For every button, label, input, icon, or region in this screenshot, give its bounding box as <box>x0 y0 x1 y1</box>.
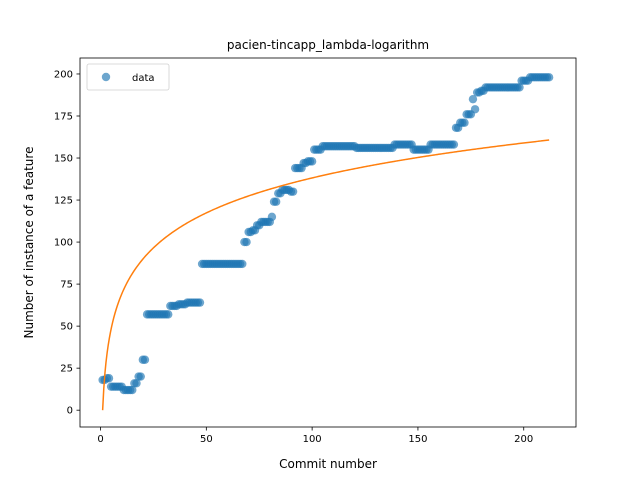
x-axis-label: Commit number <box>279 457 377 471</box>
data-point <box>460 118 469 127</box>
y-tick-label: 150 <box>54 154 73 165</box>
data-point <box>515 83 524 92</box>
data-point <box>307 157 317 166</box>
y-axis-label: Number of instance of a feature <box>22 147 36 339</box>
data-point <box>468 94 478 104</box>
data-point <box>449 140 459 149</box>
data-point <box>271 197 281 206</box>
y-tick-label: 125 <box>54 196 73 207</box>
x-tick-label: 0 <box>97 434 103 445</box>
y-tick-label: 75 <box>60 280 73 291</box>
axes-frame <box>79 57 577 428</box>
data-point <box>128 385 137 395</box>
x-tick-label: 50 <box>200 434 213 445</box>
legend-marker-data <box>101 72 111 82</box>
data-point <box>242 237 251 247</box>
data-point <box>195 298 205 307</box>
legend-label-data: data <box>132 73 155 84</box>
data-point <box>140 355 150 364</box>
data-point <box>104 374 114 383</box>
data-point <box>267 212 277 222</box>
y-tick-label: 200 <box>54 69 73 80</box>
x-tick-label: 150 <box>408 434 427 445</box>
y-tick-label: 50 <box>60 322 73 333</box>
y-tick-label: 0 <box>67 406 73 417</box>
y-tick-label: 175 <box>54 111 73 122</box>
y-tick-label: 100 <box>54 238 73 249</box>
legend-box <box>86 63 170 91</box>
data-point <box>238 259 247 269</box>
data-point <box>544 73 554 82</box>
data-point <box>164 310 173 319</box>
ticks: 0 50 100 150 200 0 25 50 75 100 125 150 175 200 <box>54 69 533 445</box>
legend: data <box>86 63 170 91</box>
chart-title: pacien-tincapp_lambda-logarithm <box>227 38 429 52</box>
data-point <box>132 379 141 388</box>
y-tick-label: 25 <box>60 364 73 375</box>
data-point <box>470 105 480 114</box>
x-tick-label: 100 <box>303 434 322 445</box>
x-tick-label: 200 <box>514 434 533 445</box>
fit-line <box>101 139 550 411</box>
data-point <box>136 372 145 381</box>
plot-area <box>98 73 554 411</box>
data-point <box>288 187 298 196</box>
